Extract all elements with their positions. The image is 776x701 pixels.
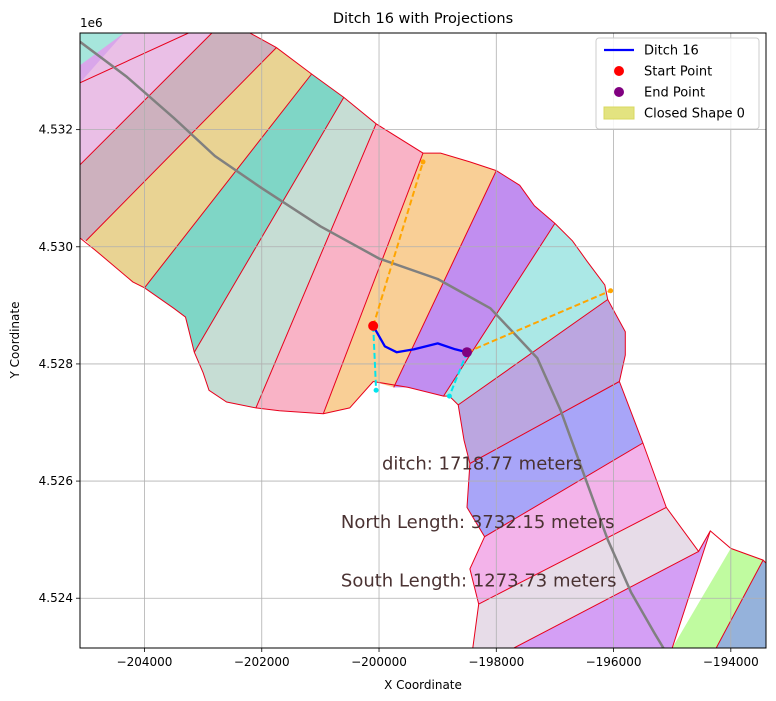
strip-boundary-10 xyxy=(469,381,620,464)
legend-label-0: Ditch 16 xyxy=(644,44,699,59)
legend-label-1: Start Point xyxy=(644,65,712,80)
strip-14 xyxy=(472,507,699,648)
strips-layer xyxy=(80,33,766,648)
grid-layer xyxy=(80,33,766,648)
x-tick-label-4: −196000 xyxy=(586,655,642,669)
strip-boundary-14 xyxy=(671,530,711,648)
strip-10 xyxy=(443,223,608,405)
x-tick-label-5: −194000 xyxy=(703,655,759,669)
strip-4 xyxy=(85,47,312,288)
x-tick-label-1: −202000 xyxy=(234,655,290,669)
strip-boundary-1 xyxy=(80,33,213,166)
strip-17 xyxy=(716,560,766,648)
strip-5 xyxy=(144,74,344,353)
strip-boundary-12 xyxy=(478,506,667,605)
y-tick-label-3: 4.530 xyxy=(39,240,73,254)
strip-boundary-5 xyxy=(255,123,377,409)
strip-boundary-2 xyxy=(85,47,277,242)
strip-9 xyxy=(393,170,555,397)
legend-label-3: Closed Shape 0 xyxy=(644,107,745,122)
end-point-marker xyxy=(461,347,472,358)
north-projection-end-0 xyxy=(420,159,426,165)
legend-swatch-1 xyxy=(614,66,624,76)
legend-swatch-3 xyxy=(603,106,635,120)
strip-boundary-7 xyxy=(393,170,497,388)
road-line xyxy=(80,40,665,648)
annotations-layer: ditch: 1718.77 meters North Length: 3732.… xyxy=(341,453,617,591)
annotation-0: ditch: 1718.77 meters xyxy=(382,453,582,474)
south-projection-1 xyxy=(448,351,468,397)
strip-7 xyxy=(255,123,423,414)
strip-12 xyxy=(467,381,643,537)
y-axis-label: Y Coordinate xyxy=(8,302,22,380)
strip-boundary-11 xyxy=(484,442,644,538)
chart-title: Ditch 16 with Projections xyxy=(333,11,513,27)
strip-boundary-4 xyxy=(193,97,345,353)
strip-11 xyxy=(458,299,626,464)
north-projection-0 xyxy=(372,161,424,327)
strip-boundary-15 xyxy=(715,559,764,648)
y-offset-label: 1e6 xyxy=(80,16,103,30)
strip-boundary-13 xyxy=(513,550,699,648)
shape-outline-upper xyxy=(249,33,766,564)
x-tick-label-2: −200000 xyxy=(351,655,407,669)
shape-outline-lower xyxy=(80,237,486,648)
strip-1 xyxy=(80,33,124,66)
south-projection-end-0 xyxy=(373,387,379,393)
legend: Ditch 16 Start Point End Point Closed Shape… xyxy=(595,37,760,130)
strip-boundary-0 xyxy=(80,33,189,84)
annotation-2: South Length: 1273.73 meters xyxy=(341,571,617,592)
south-projection-0 xyxy=(372,325,378,391)
annotation-1: North Length: 3732.15 meters xyxy=(341,512,615,533)
y-tick-label-0: 4.524 xyxy=(39,591,73,605)
strip-13 xyxy=(469,443,667,605)
strip-3 xyxy=(80,33,277,241)
ditch-line xyxy=(372,325,468,354)
y-tick-label-1: 4.526 xyxy=(39,474,73,488)
strip-boundary-8 xyxy=(443,223,556,397)
y-tick-label-4: 4.532 xyxy=(39,123,73,137)
strip-8 xyxy=(323,153,497,414)
south-projection-end-1 xyxy=(446,393,452,399)
strip-15 xyxy=(513,530,711,648)
strip-boundary-3 xyxy=(144,73,312,289)
x-axis-label: X Coordinate xyxy=(384,678,462,692)
start-point-marker xyxy=(368,320,379,331)
x-tick-label-0: −204000 xyxy=(117,655,173,669)
strip-6 xyxy=(194,97,377,408)
legend-label-2: End Point xyxy=(644,86,705,101)
lines-layer xyxy=(80,40,665,648)
legend-box xyxy=(595,37,760,130)
legend-swatch-2 xyxy=(614,87,624,97)
strip-boundary-6 xyxy=(322,152,424,414)
north-projection-end-1 xyxy=(608,288,614,294)
y-tick-label-2: 4.528 xyxy=(39,357,73,371)
x-tick-label-3: −198000 xyxy=(468,655,524,669)
north-projection-1 xyxy=(466,289,611,354)
plot-frame xyxy=(79,32,767,649)
ticks-layer: −204000 −202000 −200000 −198000 −196000 −1940… xyxy=(39,123,759,669)
